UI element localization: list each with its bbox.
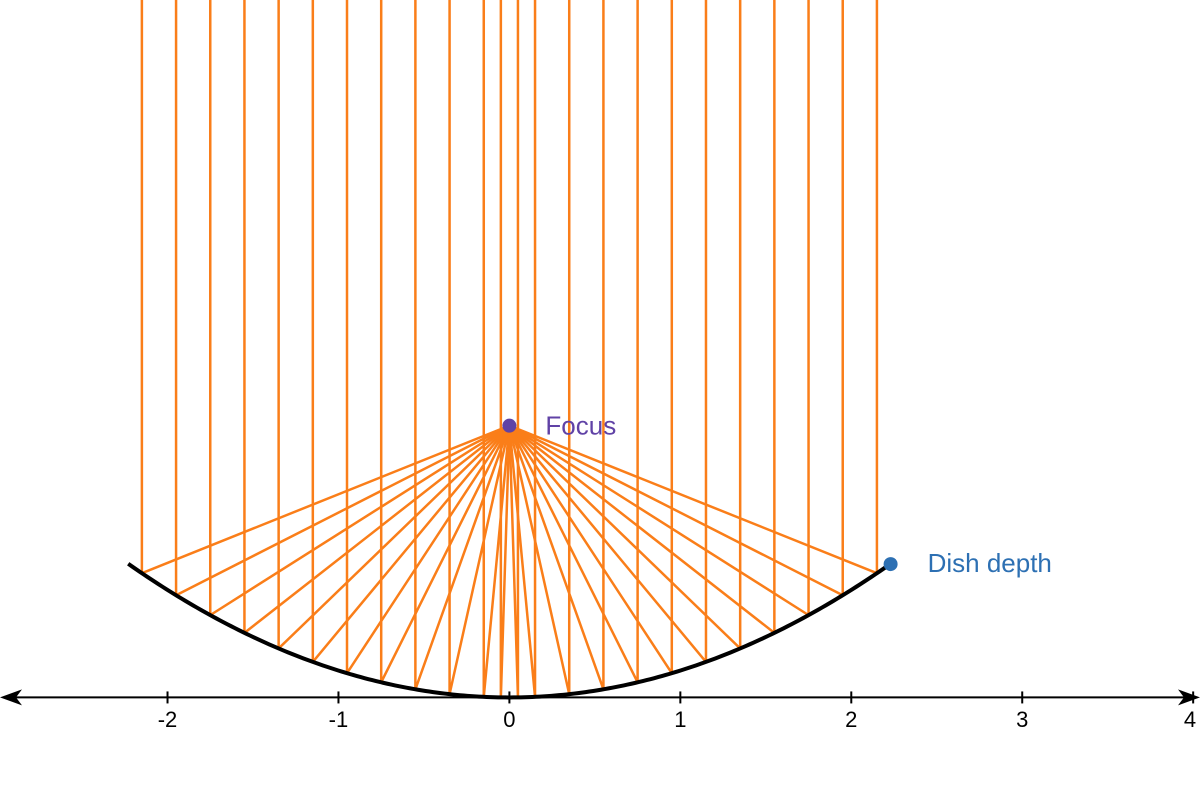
ray xyxy=(482,0,511,699)
x-tick-label: 4 xyxy=(1184,707,1196,732)
x-tick-label: 2 xyxy=(845,707,857,732)
ray xyxy=(209,0,511,617)
ray xyxy=(508,0,810,617)
focus-point xyxy=(502,418,517,433)
ray xyxy=(508,0,674,675)
x-tick-label: -1 xyxy=(329,707,349,732)
axis-arrow-left xyxy=(0,689,22,706)
dish-depth-label: Dish depth xyxy=(928,548,1052,578)
x-tick-label: 1 xyxy=(674,707,686,732)
ray xyxy=(508,0,520,699)
x-tick-label: 0 xyxy=(503,707,515,732)
ray xyxy=(508,0,639,684)
ray xyxy=(508,0,537,699)
ray xyxy=(508,0,844,597)
ray xyxy=(174,0,510,597)
x-tick-label: -2 xyxy=(158,707,178,732)
dish-depth-point xyxy=(883,557,898,572)
dish-curve xyxy=(127,562,892,700)
ray xyxy=(508,0,879,575)
ray xyxy=(140,0,510,575)
ray xyxy=(499,0,511,699)
axis-arrow-right xyxy=(1178,689,1200,706)
ray xyxy=(379,0,511,684)
x-tick-label: 3 xyxy=(1016,707,1028,732)
focus-label: Focus xyxy=(545,411,616,441)
ray xyxy=(345,0,511,675)
